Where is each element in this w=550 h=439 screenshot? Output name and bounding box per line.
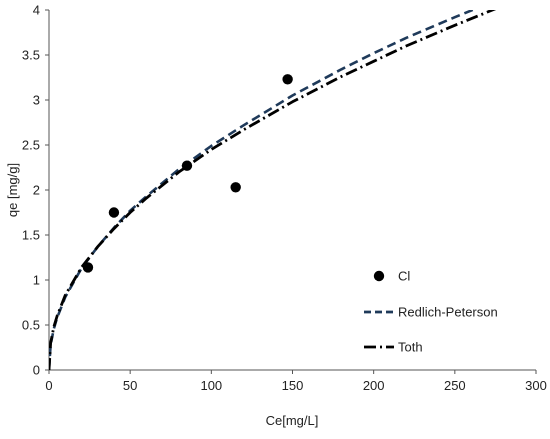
y-tick-label: 1.5 bbox=[22, 228, 40, 243]
y-tick-label: 0.5 bbox=[22, 318, 40, 333]
y-tick-label: 0 bbox=[33, 363, 40, 378]
y-tick-label: 1 bbox=[33, 273, 40, 288]
y-tick-label: 2 bbox=[33, 183, 40, 198]
x-tick-label: 50 bbox=[123, 378, 137, 393]
cl-data-point bbox=[181, 160, 193, 171]
x-tick-label: 300 bbox=[525, 378, 547, 393]
legend: Cl Redlich-Peterson Toth bbox=[364, 269, 498, 355]
toth-curve bbox=[49, 10, 497, 370]
x-tick-label: 0 bbox=[45, 378, 52, 393]
x-tick-label: 200 bbox=[363, 378, 385, 393]
x-axis-title: Ce[mg/L] bbox=[266, 413, 319, 428]
redlich-peterson-curve bbox=[49, 10, 476, 370]
cl-data-point bbox=[282, 74, 293, 85]
legend-label-cl: Cl bbox=[398, 269, 410, 284]
x-tick-label: 150 bbox=[282, 378, 304, 393]
series-lines bbox=[49, 10, 497, 370]
cl-data-point bbox=[108, 207, 120, 218]
x-tick-label: 250 bbox=[444, 378, 466, 393]
y-axis-ticks: 0 0.5 1 1.5 2 2.5 3 3.5 4 bbox=[22, 3, 49, 378]
legend-label-toth: Toth bbox=[398, 340, 423, 355]
cl-data-point bbox=[82, 262, 94, 273]
series-points bbox=[82, 74, 293, 273]
legend-label-redlich-peterson: Redlich-Peterson bbox=[398, 305, 498, 320]
y-tick-label: 4 bbox=[33, 3, 40, 18]
y-tick-label: 3.5 bbox=[22, 48, 40, 63]
y-tick-label: 2.5 bbox=[22, 138, 40, 153]
x-axis-ticks: 0 50 100 150 200 250 300 bbox=[45, 370, 547, 393]
x-tick-label: 100 bbox=[200, 378, 222, 393]
y-axis-title: qe [mg/g] bbox=[5, 163, 20, 217]
cl-data-point bbox=[230, 182, 241, 193]
legend-marker-cl bbox=[373, 270, 385, 282]
y-tick-label: 3 bbox=[33, 93, 40, 108]
